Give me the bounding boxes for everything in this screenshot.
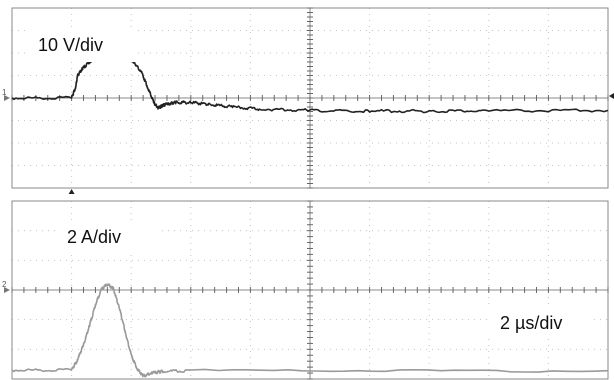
ground-marker-icon bbox=[4, 287, 10, 293]
scale-label-bg-voltage bbox=[30, 28, 138, 62]
trigger-position-icon bbox=[68, 189, 75, 194]
current-panel: 2 bbox=[2, 200, 609, 380]
channel-number-marker: 2 bbox=[2, 280, 7, 289]
time-scale-label-bg bbox=[488, 306, 592, 338]
scale-label-bg-current bbox=[60, 220, 158, 254]
time-scale-label: 2 µs/div bbox=[500, 313, 562, 333]
ground-marker-icon bbox=[4, 95, 10, 101]
waveform-trace bbox=[11, 51, 609, 114]
waveform-trace bbox=[11, 283, 609, 378]
channel-number-marker: 1 bbox=[2, 88, 7, 97]
voltage-panel: 1 bbox=[2, 7, 614, 194]
current-scale-label: 2 A/div bbox=[67, 227, 121, 247]
voltage-scale-label: 10 V/div bbox=[38, 35, 103, 55]
trigger-level-icon bbox=[609, 93, 614, 99]
